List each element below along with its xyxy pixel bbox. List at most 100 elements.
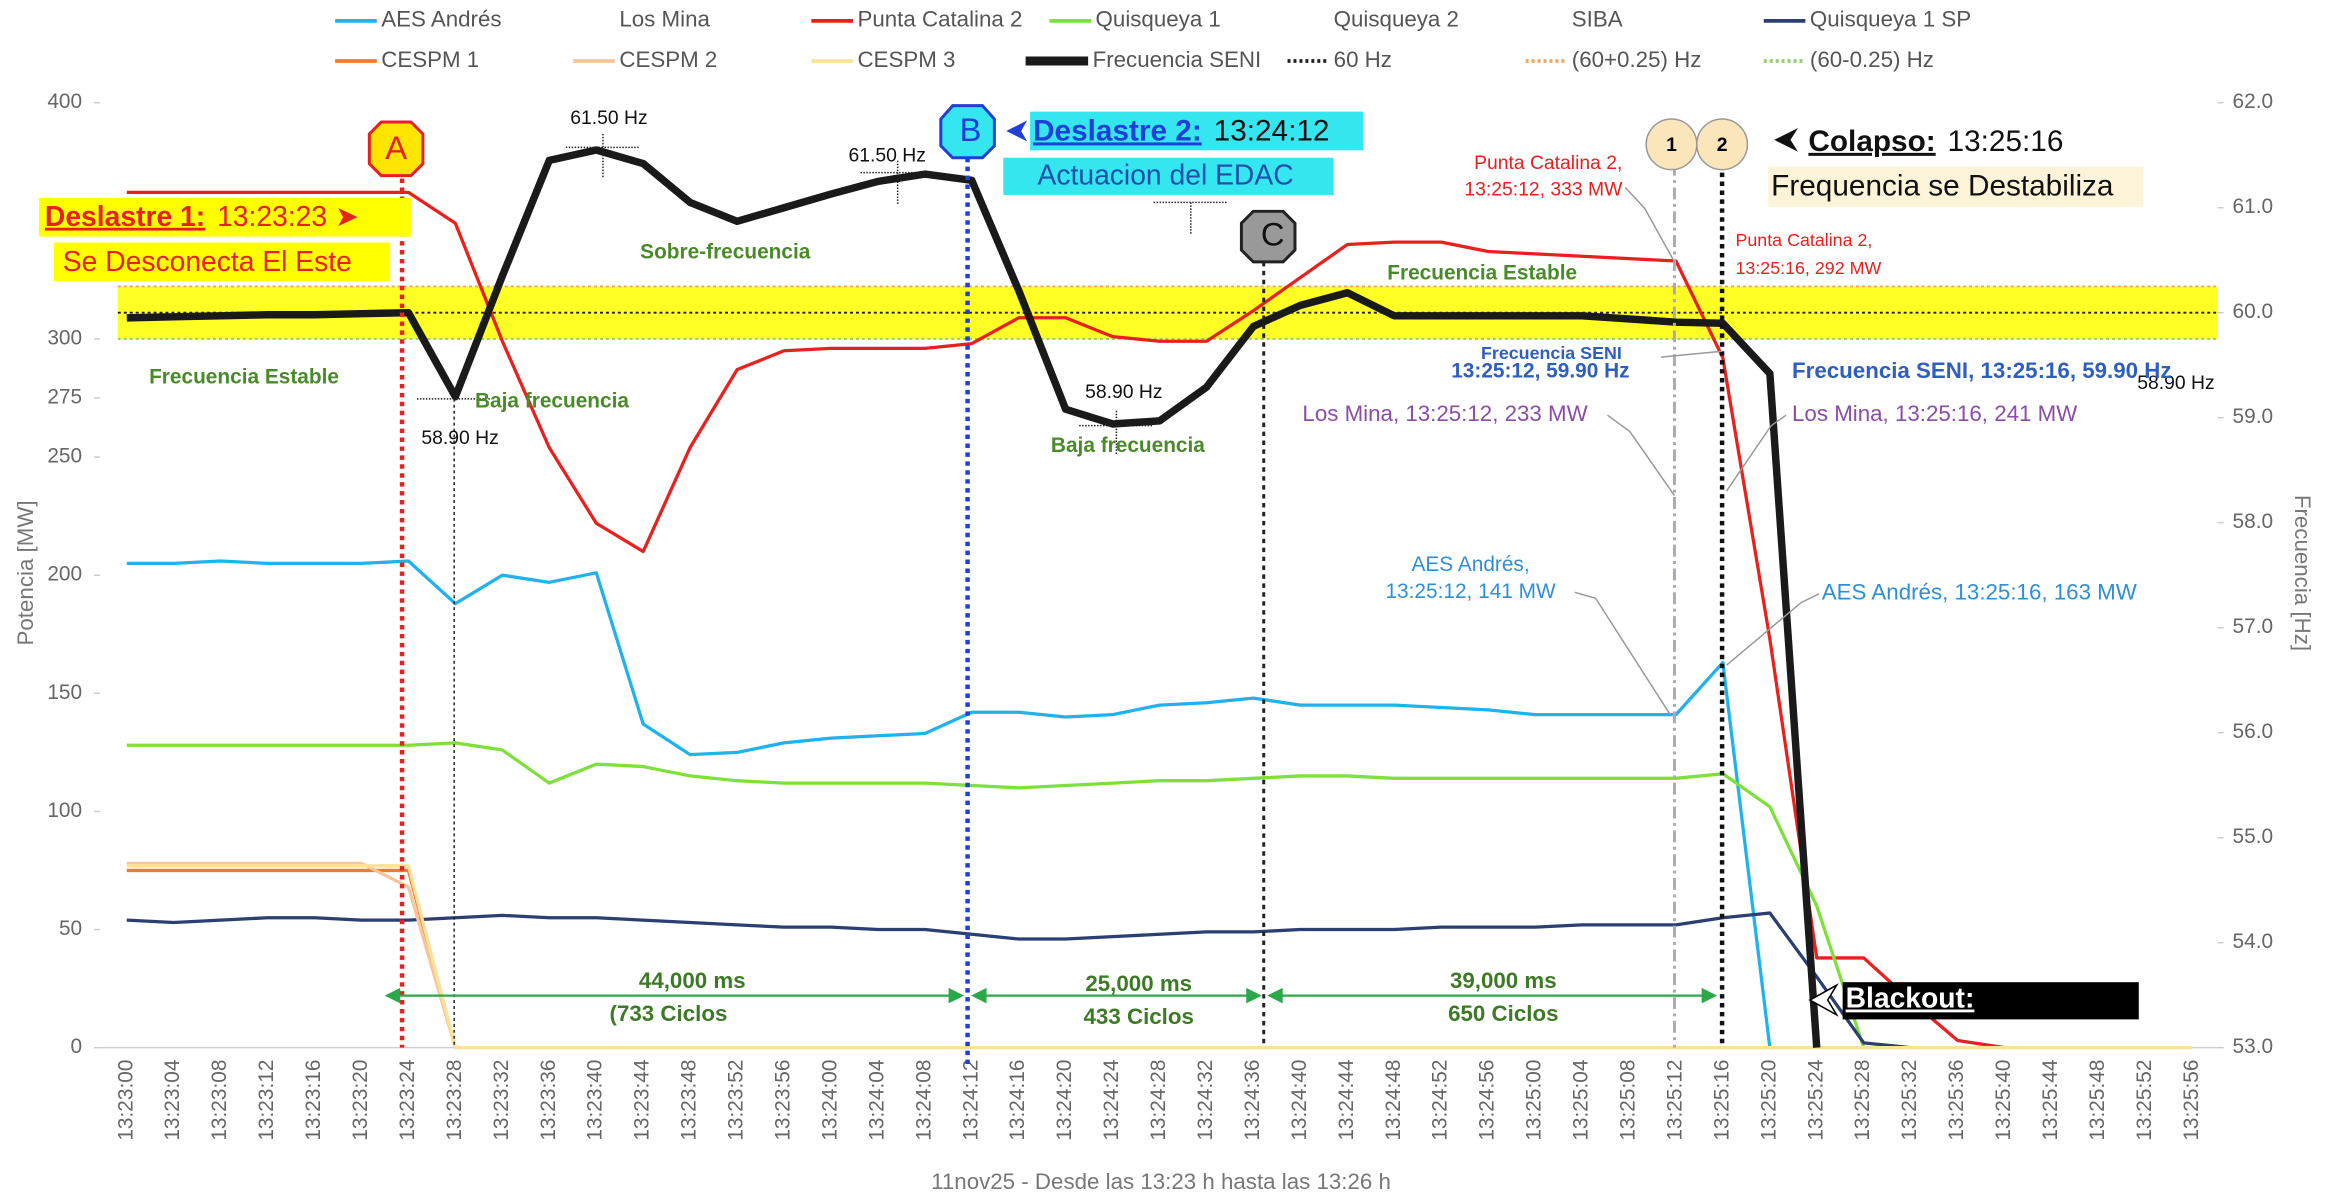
- leader: [1726, 593, 1820, 666]
- x-tick-label: 13:24:24: [1100, 1060, 1123, 1141]
- x-tick-label: 13:24:44: [1335, 1060, 1358, 1141]
- point-label: Frecuencia SENI, 13:25:16, 59.90 Hz: [1792, 358, 2172, 383]
- point-label: Los Mina, 13:25:12, 233 MW: [1302, 401, 1587, 426]
- callout-label: Deslastre 1:: [45, 200, 205, 232]
- event-marker-label: B: [960, 111, 982, 148]
- point-label: 13:25:12, 333 MW: [1464, 179, 1623, 201]
- event-marker-label: 2: [1717, 134, 1728, 156]
- x-tick-label: 13:23:20: [349, 1060, 372, 1141]
- callout-time: 13:23:23 ➤: [217, 200, 359, 232]
- series-line: [126, 190, 2005, 1050]
- x-tick-label: 13:25:12: [1663, 1060, 1686, 1141]
- event-marker: [367, 120, 425, 178]
- series-line: [126, 741, 1866, 1049]
- series-line: [126, 559, 1772, 1048]
- x-tick-label: 13:25:32: [1898, 1060, 1921, 1141]
- x-tick-label: 13:24:36: [1241, 1060, 1264, 1141]
- arrow-head: [384, 987, 401, 1004]
- y2-tick-label: 55.0: [2233, 825, 2274, 848]
- legend-label: CESPM 2: [619, 47, 717, 72]
- legend-label: SIBA: [1572, 7, 1623, 32]
- x-tick-label: 13:25:28: [1851, 1060, 1874, 1141]
- leader: [1660, 350, 1723, 358]
- series-line: [126, 868, 457, 1049]
- hz-label: 58.90 Hz: [421, 427, 498, 449]
- callout-box: [1030, 111, 1364, 151]
- x-tick-label: 13:23:44: [631, 1060, 654, 1141]
- x-tick-label: 13:25:24: [1804, 1060, 1827, 1141]
- point-label: AES Andrés,: [1412, 553, 1530, 576]
- hz-label: 61.50 Hz: [570, 107, 647, 129]
- arrow: [1808, 983, 1839, 1017]
- callout: Colapso: 13:25:16: [1808, 125, 2063, 158]
- legend-label: CESPM 3: [857, 47, 955, 72]
- callout: Deslastre 2: 13:24:12: [1033, 114, 1329, 147]
- callout-box: [1768, 166, 2144, 207]
- leader: [1725, 414, 1787, 492]
- arrow-head: [1701, 987, 1718, 1004]
- leader: [1607, 414, 1676, 496]
- legend-label: Frecuencia SENI: [1093, 47, 1262, 72]
- y-tick-label: 0: [71, 1035, 83, 1058]
- point-label: AES Andrés, 13:25:16, 163 MW: [1822, 580, 2137, 605]
- arrow-head: [1267, 987, 1283, 1004]
- arrow-head: [1246, 987, 1262, 1004]
- callout-note: Se Desconecta El Este: [63, 245, 352, 277]
- event-marker-label: C: [1261, 215, 1285, 252]
- x-tick-label: 13:23:48: [678, 1060, 701, 1141]
- legend-label: AES Andrés: [381, 7, 501, 32]
- hz-label: 61.50 Hz: [849, 144, 926, 166]
- arrow: [1006, 120, 1028, 142]
- hz-labels: 61.50 Hz 61.50 Hz 58.90 Hz 58.90 Hz 58.9…: [421, 107, 2214, 449]
- callout-box: [38, 197, 412, 237]
- point-label: 13:25:12, 141 MW: [1385, 580, 1556, 603]
- legend-label: (60+0.25) Hz: [1572, 47, 1702, 72]
- region-label: Sobre-frecuencia: [640, 240, 811, 263]
- callout-time: 13:25:16: [1948, 125, 2064, 158]
- x-axis-title: 11nov25 - Desde las 13:23 h hasta las 13…: [931, 1169, 1391, 1194]
- point-label: Los Mina, 13:25:16, 241 MW: [1792, 401, 2077, 426]
- arrow-head: [971, 987, 987, 1004]
- point-label: Punta Catalina 2,: [1735, 230, 1872, 250]
- region-label: Frecuencia Estable: [149, 365, 339, 388]
- x-tick-label: 13:23:16: [302, 1060, 325, 1141]
- y2-tick-label: 54.0: [2233, 930, 2274, 953]
- callout-box: [53, 242, 391, 282]
- x-tick-label: 13:24:04: [865, 1060, 888, 1141]
- x-tick-label: 13:24:16: [1006, 1060, 1029, 1141]
- x-tick-label: 13:25:04: [1570, 1060, 1593, 1141]
- x-tick-label: 13:25:40: [1992, 1060, 2015, 1141]
- x-tick-label: 13:24:08: [912, 1060, 935, 1141]
- x-tick-label: 13:25:00: [1523, 1060, 1546, 1141]
- duration-label: 650 Ciclos: [1448, 1001, 1558, 1026]
- leader: [1624, 187, 1676, 263]
- legend-label: (60-0.25) Hz: [1810, 47, 1934, 72]
- series-line: [126, 911, 1911, 1050]
- y-tick-label: 250: [47, 445, 82, 468]
- x-tick-label: 13:25:36: [1945, 1060, 1968, 1141]
- callout-note: Frequencia se Destabiliza: [1771, 169, 2114, 202]
- series-line: [126, 864, 2193, 1050]
- region-label: Baja frecuencia: [1051, 434, 1205, 457]
- x-tick-label: 13:24:20: [1053, 1060, 1076, 1141]
- y-tick-label: 150: [47, 681, 82, 704]
- x-tick-label: 13:24:00: [818, 1060, 841, 1141]
- legend-label: Los Mina: [619, 7, 710, 32]
- y-tick-label: 100: [47, 799, 82, 822]
- x-tick-label: 13:23:00: [114, 1060, 137, 1141]
- x-tick-label: 13:25:48: [2086, 1060, 2109, 1141]
- event-marker-label: 1: [1666, 134, 1677, 156]
- arrow-head: [948, 987, 965, 1004]
- callout-box: [1003, 157, 1334, 195]
- y2-tick-label: 57.0: [2233, 615, 2274, 638]
- y2-tick-label: 60.0: [2233, 300, 2274, 323]
- callout-note: Actuacion del EDAC: [1038, 159, 1294, 191]
- y2-tick-label: 56.0: [2233, 720, 2274, 743]
- y-axis-title: Potencia [MW]: [13, 500, 38, 645]
- event-marker: [1696, 118, 1749, 171]
- callout-time: 13:24:12: [1214, 114, 1330, 147]
- leader: [1574, 591, 1671, 715]
- y2-tick-label: 59.0: [2233, 405, 2274, 428]
